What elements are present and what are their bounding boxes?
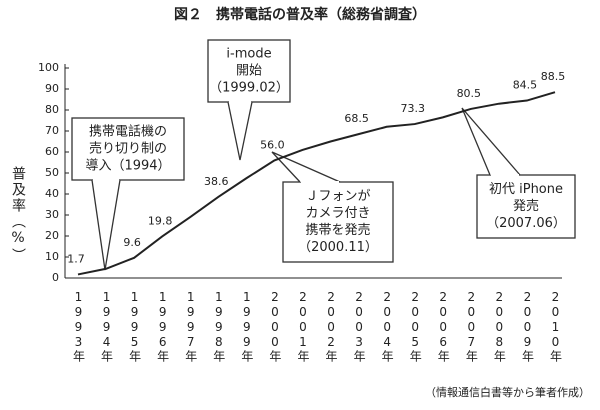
x-tick-label: 2007年 xyxy=(464,290,478,363)
callout-text: 初代 iPhone xyxy=(489,182,563,197)
callout-pointer xyxy=(271,151,341,183)
callout-pointer xyxy=(91,179,121,271)
x-tick-label: 1999年 xyxy=(240,290,254,363)
x-tick-label: 2005年 xyxy=(408,290,422,363)
callout-text: 携帯を発売 xyxy=(305,222,370,238)
y-tick-label: 10 xyxy=(45,250,59,263)
x-tick-label: 1994年 xyxy=(100,290,114,363)
data-label: 84.5 xyxy=(513,79,538,92)
data-label: 56.0 xyxy=(260,138,285,151)
data-label: 1.7 xyxy=(67,252,85,265)
callout-pointer xyxy=(461,107,521,176)
x-tick-label: 2010年 xyxy=(549,290,563,363)
x-tick-label: 2002年 xyxy=(324,290,338,363)
callout-box xyxy=(476,174,576,239)
x-tick-label: 1996年 xyxy=(156,290,170,363)
x-tick-label: 1993年 xyxy=(72,290,86,363)
y-tick-label: 80 xyxy=(45,103,59,116)
y-tick-label: 20 xyxy=(45,229,59,242)
x-tick-label: 2009年 xyxy=(520,290,534,363)
x-tick-label: 1997年 xyxy=(184,290,198,363)
y-tick-label: 60 xyxy=(45,145,59,158)
callout-text: （2007.06） xyxy=(486,216,566,231)
y-tick-label: 40 xyxy=(45,187,59,200)
x-tick-label: 2004年 xyxy=(380,290,394,363)
callout-text: カメラ付き xyxy=(305,206,370,221)
data-label: 38.6 xyxy=(204,175,229,188)
x-tick-label: 2000年 xyxy=(268,290,282,363)
y-tick-label: 50 xyxy=(45,166,59,179)
callout-text: （2000.11） xyxy=(298,240,378,255)
data-label: 9.6 xyxy=(123,236,141,249)
x-tick-label: 2008年 xyxy=(492,290,506,363)
callout-box xyxy=(282,181,394,263)
data-label: 88.5 xyxy=(541,70,566,83)
source-note: （情報通信白書等から筆者作成） xyxy=(425,385,590,399)
data-label: 80.5 xyxy=(457,87,482,100)
callout-text: i-mode xyxy=(226,47,271,62)
callout-text: 発売 xyxy=(513,198,539,214)
y-tick-label: 0 xyxy=(52,271,59,284)
x-tick-label: 1995年 xyxy=(128,290,142,363)
data-line xyxy=(77,91,556,276)
callout-text: 売り切り制の xyxy=(89,141,167,157)
data-label: 19.8 xyxy=(148,214,173,227)
callout-text: 導入（1994） xyxy=(85,159,170,174)
callout-text: Ｊフォンが xyxy=(305,189,370,204)
data-label: 68.5 xyxy=(344,112,369,125)
x-tick-label: 2006年 xyxy=(436,290,450,363)
y-tick-label: 70 xyxy=(45,124,59,137)
y-tick-label: 30 xyxy=(45,208,59,221)
data-label: 73.3 xyxy=(400,102,425,115)
y-tick-label: 100 xyxy=(38,61,59,74)
y-axis-label: 普及率（%） xyxy=(10,166,26,264)
x-tick-label: 2001年 xyxy=(296,290,310,363)
callout-pointer xyxy=(227,101,253,161)
callout-box xyxy=(71,117,185,181)
x-tick-label: 1998年 xyxy=(212,290,226,363)
chart-title: 図２ 携帯電話の普及率（総務省調査） xyxy=(174,6,426,23)
x-tick-label: 2003年 xyxy=(352,290,366,363)
y-tick-label: 90 xyxy=(45,82,59,95)
callout-box xyxy=(207,39,291,103)
callout-text: 開始 xyxy=(236,64,262,79)
callout-text: （1999.02） xyxy=(209,81,289,96)
callout-text: 携帯電話機の xyxy=(89,124,167,140)
